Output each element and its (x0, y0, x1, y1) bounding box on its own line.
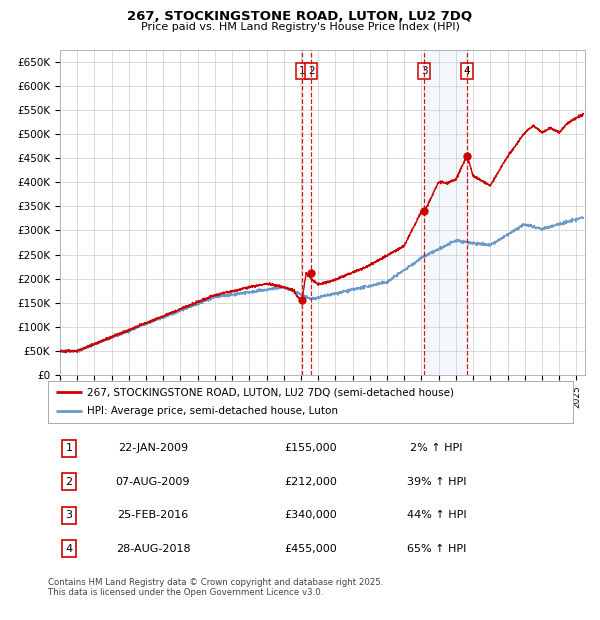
Text: 39% ↑ HPI: 39% ↑ HPI (407, 477, 466, 487)
Text: 44% ↑ HPI: 44% ↑ HPI (407, 510, 466, 520)
Text: 2: 2 (65, 477, 73, 487)
Text: 1: 1 (65, 443, 73, 453)
Text: 28-AUG-2018: 28-AUG-2018 (116, 544, 190, 554)
Text: 1: 1 (299, 66, 305, 76)
Text: £155,000: £155,000 (284, 443, 337, 453)
Text: HPI: Average price, semi-detached house, Luton: HPI: Average price, semi-detached house,… (88, 407, 338, 417)
Text: 65% ↑ HPI: 65% ↑ HPI (407, 544, 466, 554)
Text: 4: 4 (65, 544, 73, 554)
Text: 25-FEB-2016: 25-FEB-2016 (118, 510, 188, 520)
Text: 3: 3 (65, 510, 73, 520)
Bar (424, 50, 467, 375)
Text: 2: 2 (308, 66, 314, 76)
Text: £455,000: £455,000 (284, 544, 337, 554)
Text: £340,000: £340,000 (284, 510, 337, 520)
Text: Contains HM Land Registry data © Crown copyright and database right 2025.: Contains HM Land Registry data © Crown c… (48, 578, 383, 587)
Text: 3: 3 (421, 66, 427, 76)
Text: This data is licensed under the Open Government Licence v3.0.: This data is licensed under the Open Gov… (48, 588, 323, 597)
Text: 4: 4 (464, 66, 470, 76)
Text: 07-AUG-2009: 07-AUG-2009 (116, 477, 190, 487)
Text: 267, STOCKINGSTONE ROAD, LUTON, LU2 7DQ: 267, STOCKINGSTONE ROAD, LUTON, LU2 7DQ (127, 10, 473, 23)
Text: Price paid vs. HM Land Registry's House Price Index (HPI): Price paid vs. HM Land Registry's House … (140, 22, 460, 32)
Text: 267, STOCKINGSTONE ROAD, LUTON, LU2 7DQ (semi-detached house): 267, STOCKINGSTONE ROAD, LUTON, LU2 7DQ … (88, 387, 454, 397)
Text: £212,000: £212,000 (284, 477, 337, 487)
Text: 22-JAN-2009: 22-JAN-2009 (118, 443, 188, 453)
Text: 2% ↑ HPI: 2% ↑ HPI (410, 443, 463, 453)
